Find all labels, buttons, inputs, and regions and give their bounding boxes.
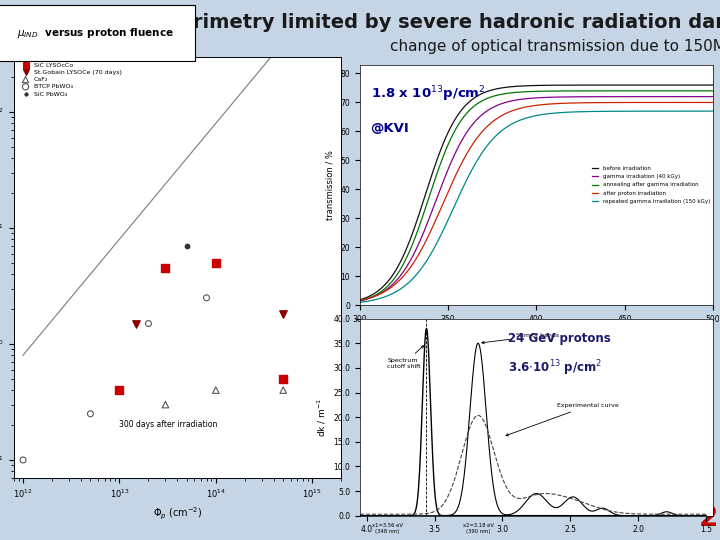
Line: repeated gamma irradiation (150 kGy): repeated gamma irradiation (150 kGy) (360, 111, 720, 302)
FancyArrow shape (42, 335, 110, 365)
Point (201, 294, 212, 302)
Text: motivation:: motivation: (10, 9, 190, 37)
after proton irradiation (356, 297, 364, 303)
gamma irradiation (40 kGy) (708, 93, 717, 100)
Text: (ETH, Zürich, Switzerland): (ETH, Zürich, Switzerland) (15, 213, 266, 231)
Point (85, 409, 96, 418)
Y-axis label: transmission / %: transmission / % (326, 150, 335, 220)
Y-axis label: dk / m$^{-1}$: dk / m$^{-1}$ (315, 397, 328, 437)
Point (277, 386, 289, 394)
Text: 3.6$\cdot$10$^{13}$ p/cm$^2$: 3.6$\cdot$10$^{13}$ p/cm$^2$ (508, 358, 603, 377)
repeated gamma irradiation (150 kGy) (356, 299, 364, 306)
Text: Francesca Nessi-Tedaldi: Francesca Nessi-Tedaldi (15, 193, 238, 211)
Point (17, 456, 29, 464)
Text: x2=3.18 eV
(390 nm): x2=3.18 eV (390 nm) (462, 523, 493, 534)
after proton irradiation (708, 99, 717, 106)
gamma irradiation (40 kGy) (356, 298, 364, 304)
X-axis label: $\Phi_p$ (cm$^{-2}$): $\Phi_p$ (cm$^{-2}$) (153, 505, 202, 522)
repeated gamma irradiation (150 kGy) (717, 108, 720, 114)
gamma irradiation (40 kGy) (571, 93, 580, 100)
Point (210, 259, 222, 267)
annealing after gamma irradiation (571, 87, 580, 94)
repeated gamma irradiation (150 kGy) (571, 109, 580, 115)
annealing after gamma irradiation (530, 88, 539, 94)
annealing after gamma irradiation (652, 87, 661, 94)
after proton irradiation (652, 99, 661, 106)
Point (114, 386, 125, 394)
Legend: before irradiation, gamma irradiation (40 kGy), annealing after gamma irradiatio: before irradiation, gamma irradiation (4… (592, 166, 710, 204)
Point (160, 264, 171, 273)
Text: ion displacements: ion displacements (38, 283, 180, 297)
before irradiation (708, 82, 717, 89)
Line: after proton irradiation: after proton irradiation (360, 103, 720, 300)
Text: @KVI: @KVI (371, 123, 410, 136)
before irradiation (717, 82, 720, 89)
annealing after gamma irradiation (708, 87, 717, 94)
Text: 24 GeV protons: 24 GeV protons (508, 333, 611, 346)
Text: sampling calorimetry: sampling calorimetry (116, 342, 275, 355)
before irradiation (552, 82, 560, 89)
Text: Experimental curve: Experimental curve (506, 403, 618, 436)
Text: highly ionizing fission products: highly ionizing fission products (38, 265, 283, 279)
repeated gamma irradiation (150 kGy) (552, 110, 560, 116)
Line: gamma irradiation (40 kGy): gamma irradiation (40 kGy) (360, 97, 720, 301)
repeated gamma irradiation (150 kGy) (528, 113, 536, 120)
gamma irradiation (40 kGy) (652, 93, 661, 100)
Point (160, 400, 171, 409)
Text: Spectrum
cutoff shift: Spectrum cutoff shift (387, 346, 424, 369)
Text: 2: 2 (698, 504, 718, 532)
Point (181, 241, 192, 250)
annealing after gamma irradiation (356, 298, 364, 304)
annealing after gamma irradiation (552, 88, 560, 94)
repeated gamma irradiation (150 kGy) (530, 113, 539, 119)
after proton irradiation (552, 100, 560, 107)
Text: 300 days after irradiation: 300 days after irradiation (119, 420, 217, 429)
after proton irradiation (571, 100, 580, 106)
Text: $\mu_{IND}$  versus proton fluence: $\mu_{IND}$ versus proton fluence (17, 26, 174, 40)
Line: before irradiation: before irradiation (360, 85, 720, 300)
Point (130, 319, 142, 328)
gamma irradiation (40 kGy) (530, 95, 539, 102)
repeated gamma irradiation (150 kGy) (652, 108, 661, 114)
gamma irradiation (40 kGy) (552, 94, 560, 100)
after proton irradiation (717, 99, 720, 106)
after proton irradiation (530, 103, 539, 109)
Text: calorimetry limited by severe hadronic radiation damage: calorimetry limited by severe hadronic r… (148, 14, 720, 32)
Point (277, 310, 289, 319)
Text: change of optical transmission due to 150MeV protons: change of optical transmission due to 15… (390, 38, 720, 53)
gamma irradiation (40 kGy) (528, 95, 536, 102)
Text: cheap for mass production: cheap for mass production (116, 361, 317, 374)
Point (143, 319, 154, 328)
Point (277, 375, 289, 383)
before irradiation (528, 83, 536, 89)
Legend: SiC LYSOcCo, St.Gobain LYSOCe (70 days), CaF₂, BTCP PbWO₄, SiC PbWO₄: SiC LYSOcCo, St.Gobain LYSOCe (70 days),… (17, 60, 124, 99)
Text: x1=3.56 eV
(348 nm): x1=3.56 eV (348 nm) (372, 523, 402, 534)
Text: creation of macro defects: creation of macro defects (38, 245, 239, 259)
after proton irradiation (528, 103, 536, 109)
before irradiation (652, 82, 661, 89)
Text: Sum of bands: Sum of bands (482, 333, 559, 344)
gamma irradiation (40 kGy) (717, 93, 720, 100)
Line: annealing after gamma irradiation: annealing after gamma irradiation (360, 91, 720, 301)
FancyBboxPatch shape (111, 316, 341, 376)
before irradiation (530, 82, 539, 89)
Text: 1.8 x 10$^{13}$p/cm$^2$: 1.8 x 10$^{13}$p/cm$^2$ (371, 84, 485, 104)
repeated gamma irradiation (150 kGy) (708, 108, 717, 114)
annealing after gamma irradiation (528, 88, 536, 94)
before irradiation (356, 296, 364, 303)
Point (210, 386, 222, 394)
Text: lower Z material required: lower Z material required (116, 323, 308, 336)
before irradiation (571, 82, 580, 89)
X-axis label: wavelength / nm: wavelength / nm (494, 329, 579, 339)
annealing after gamma irradiation (717, 87, 720, 94)
